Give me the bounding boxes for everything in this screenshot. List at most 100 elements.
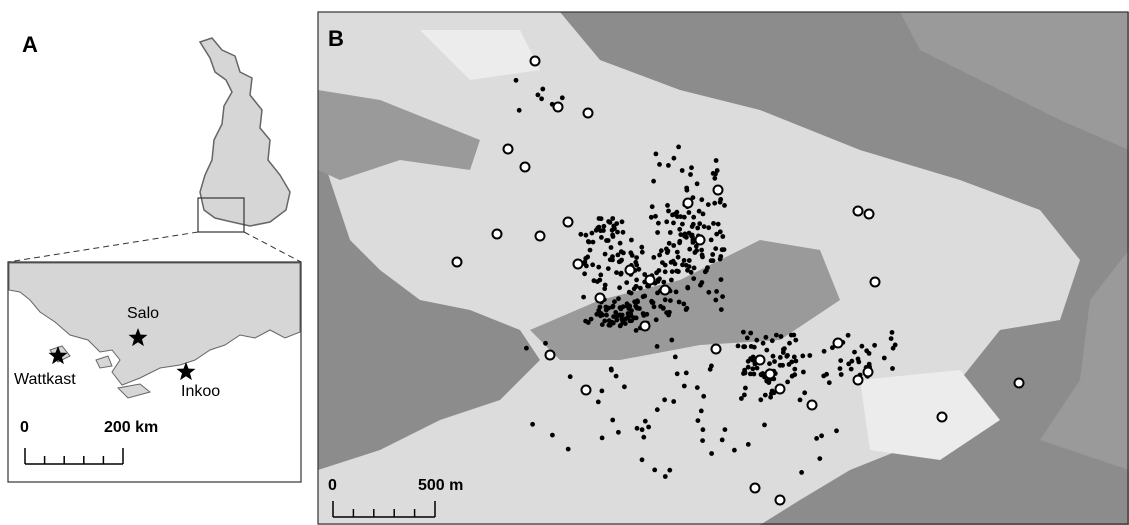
dot: [681, 383, 687, 389]
open-dot: [774, 494, 786, 506]
scale-end: 500 m: [418, 477, 463, 494]
panel-b: B 0 500 m: [317, 11, 1129, 525]
dot: [513, 77, 519, 83]
stars: [48, 328, 196, 381]
dot: [721, 247, 727, 253]
dot: [744, 335, 750, 341]
open-dot: [774, 383, 786, 395]
dot: [651, 255, 657, 260]
dot: [787, 340, 792, 346]
dot: [671, 399, 677, 404]
dot: [624, 301, 630, 307]
dot: [821, 348, 827, 354]
dot: [708, 237, 714, 243]
dot: [767, 361, 772, 367]
dot: [617, 240, 623, 246]
dot: [654, 344, 660, 349]
dot: [667, 467, 673, 473]
dot: [699, 197, 705, 203]
dot: [793, 358, 799, 364]
dot: [688, 269, 694, 275]
dot: [821, 373, 827, 379]
dot: [713, 246, 719, 252]
dot: [618, 270, 624, 276]
dot: [701, 393, 707, 399]
dot: [735, 343, 741, 349]
dot: [598, 313, 603, 319]
dot: [802, 390, 808, 396]
dot: [838, 372, 844, 377]
dot: [615, 229, 620, 235]
dot: [671, 155, 677, 161]
dot: [714, 289, 719, 294]
dot: [678, 232, 684, 238]
dot: [669, 337, 675, 343]
dot: [616, 296, 621, 302]
dot: [651, 178, 656, 184]
dot: [745, 364, 751, 370]
dot: [667, 230, 673, 235]
dot: [646, 424, 651, 430]
dot: [672, 354, 678, 360]
dot: [769, 338, 775, 344]
dot: [608, 366, 614, 372]
dot: [714, 168, 720, 173]
star: [128, 328, 148, 347]
dot: [599, 235, 604, 240]
dot: [705, 202, 711, 208]
dot: [661, 279, 667, 285]
open-dot: [852, 205, 864, 217]
dot: [706, 225, 712, 231]
dot: [689, 165, 694, 171]
dot: [713, 297, 719, 303]
dot: [742, 367, 747, 373]
dot: [698, 408, 704, 414]
dot: [677, 226, 683, 232]
star: [176, 362, 196, 381]
dot: [602, 318, 608, 324]
open-dot: [764, 368, 776, 380]
dot: [890, 345, 896, 351]
dot: [639, 427, 645, 433]
dot: [524, 345, 529, 351]
dot: [686, 230, 692, 236]
dot: [634, 305, 640, 311]
dot: [845, 332, 851, 338]
coast: [8, 262, 301, 386]
dot: [565, 446, 571, 452]
dot: [587, 247, 593, 253]
bay: [900, 12, 1129, 150]
dot: [629, 253, 635, 258]
dot: [710, 171, 716, 176]
dot: [655, 230, 660, 235]
scale-start: 0: [20, 419, 29, 436]
dot: [669, 269, 675, 274]
dot: [604, 238, 609, 243]
dot: [640, 311, 646, 316]
dot: [583, 256, 589, 261]
dot: [760, 340, 766, 346]
dot: [621, 250, 626, 256]
dot: [610, 320, 616, 326]
dot: [615, 252, 621, 258]
dot: [888, 336, 894, 341]
dot: [817, 456, 823, 461]
dot: [605, 266, 611, 271]
dot: [852, 349, 857, 355]
dot: [881, 355, 887, 361]
dot: [715, 221, 721, 227]
dot: [834, 428, 839, 434]
dot: [694, 385, 700, 390]
dot: [567, 374, 573, 380]
dot: [624, 280, 630, 285]
dot: [785, 353, 790, 358]
dot: [684, 187, 690, 193]
dot: [849, 358, 855, 364]
dot: [622, 384, 627, 390]
dot: [777, 355, 783, 360]
dot: [639, 249, 645, 255]
dot: [604, 312, 609, 318]
dot: [838, 358, 844, 363]
dot: [662, 297, 668, 303]
open-dot: [582, 107, 594, 119]
